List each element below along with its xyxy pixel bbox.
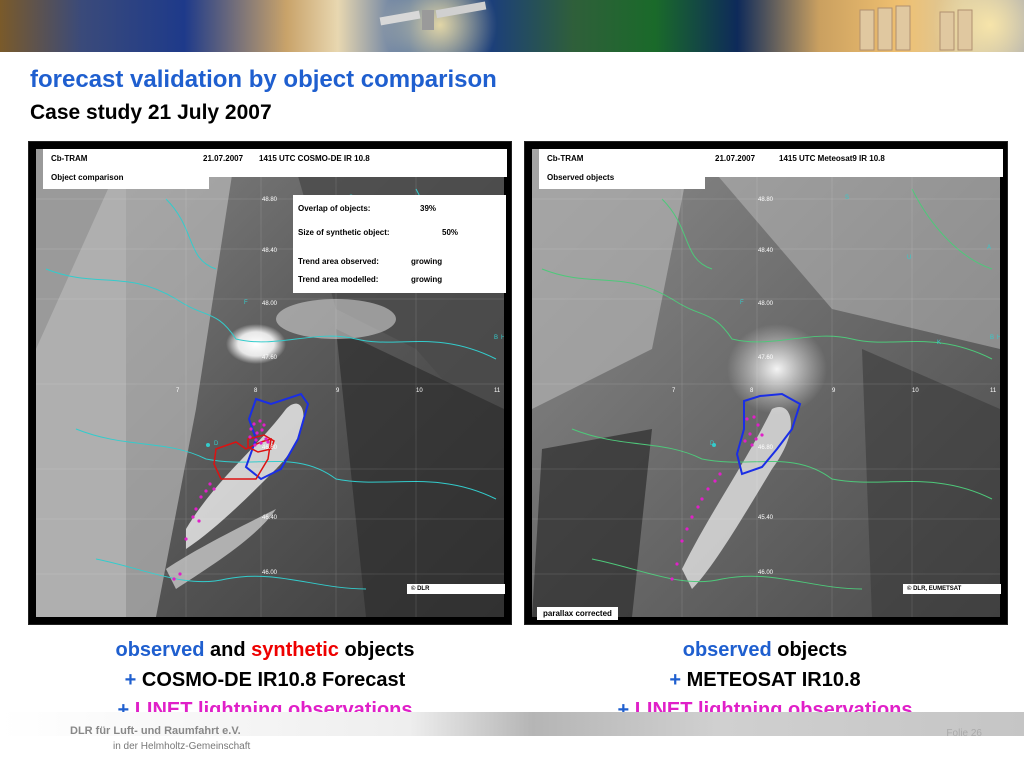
lat-label: 48.40 [262,248,278,254]
overlap-value: 39% [420,204,437,213]
page-subtitle: Case study 21 July 2007 [30,101,272,124]
lon-label: 9 [832,388,836,394]
right-caption-meteosat: METEOSAT IR10.8 [686,669,861,691]
city-letter: F [244,300,248,306]
lat-label: 48.00 [758,301,774,307]
left-caption-observed: observed [115,639,205,661]
lon-label: 8 [254,388,258,394]
city-letter: B [494,335,498,341]
size-label: Size of synthetic object: [298,228,390,237]
lat-label: 46.00 [262,570,278,576]
lat-label: 47.60 [758,355,774,361]
lat-label: 46.80 [758,445,774,451]
lat-label: 47.60 [262,355,278,361]
city-letter: U [907,255,911,261]
right-date: 21.07.2007 [715,154,756,163]
right-caption-objects: objects [777,639,848,661]
city-letter: K [937,340,941,346]
trend-observed-value: growing [411,257,443,266]
right-product-name: Cb-TRAM [547,154,584,163]
solar-panel-graphic [859,5,973,51]
right-caption-plus-2: + [617,699,630,721]
right-map-panel: 48.80 48.40 48.00 47.60 46.80 45.40 46.00 7 8 9 10… [524,141,1008,625]
left-panel-label: Object comparison [43,170,209,189]
left-caption-plus-1: + [124,669,137,691]
city-letter: S [845,195,849,201]
lat-label: 46.00 [758,570,774,576]
left-caption-objects: objects [344,639,415,661]
lon-label: 10 [912,388,919,394]
trend-observed-label: Trend area observed: [298,257,379,266]
left-caption-forecast: COSMO-DE IR10.8 Forecast [141,669,406,691]
city-letter: B [990,335,994,341]
lat-label: 46.80 [262,445,278,451]
lat-label: 46.40 [262,515,278,521]
lat-label: 48.80 [758,197,774,203]
lat-label: 48.00 [262,301,278,307]
city-letter: D [214,441,219,447]
lon-label: 11 [494,388,501,394]
city-letter: F [740,300,744,306]
meteosat-ir-image: 48.80 48.40 48.00 47.60 46.80 45.40 46.00 7 8 9 10… [532,149,1000,617]
left-date: 21.07.2007 [203,154,244,163]
left-time-source: 1415 UTC COSMO-DE IR 10.8 [259,154,370,163]
left-caption-synthetic: synthetic [251,639,339,661]
lat-label: 48.40 [758,248,774,254]
lon-label: 8 [750,388,754,394]
city-letter: HP [997,335,1000,341]
left-map-panel: 48.80 48.40 48.00 47.60 46.80 46.40 46.00 7 8 9 10… [28,141,512,625]
right-caption-plus-1: + [669,669,681,691]
right-copyright: © DLR, EUMETSAT [903,584,1001,594]
lon-label: 10 [416,388,423,394]
page-title: forecast validation by object comparison [30,66,497,93]
trend-modelled-label: Trend area modelled: [298,275,379,284]
lon-label: 11 [990,388,997,394]
right-panel-header: Cb-TRAM 21.07.2007 1415 UTC Meteosat9 IR… [539,149,1003,177]
footer-org: DLR für Luft- und Raumfahrt e.V. [70,725,241,737]
footer-helmholtz: in der Helmholtz-Gemeinschaft [113,741,251,752]
right-time-source: 1415 UTC Meteosat9 IR 10.8 [779,154,885,163]
lon-label: 7 [176,388,180,394]
left-copyright: © DLR [407,584,505,594]
lon-label: 7 [672,388,676,394]
left-caption-plus-2: + [117,699,130,721]
city-letter: A [987,245,991,251]
right-panel-label: Observed objects [539,170,705,189]
satellite-graphic [379,1,487,30]
left-caption-and: and [209,639,246,661]
city-letter: HP [501,335,504,341]
top-banner-image [0,0,1024,52]
left-product-name: Cb-TRAM [51,154,88,163]
trend-modelled-value: growing [411,275,443,284]
lat-label: 45.40 [758,515,774,521]
left-panel-header: Cb-TRAM 21.07.2007 1415 UTC COSMO-DE IR … [43,149,507,177]
comparison-stats-box: Overlap of objects: 39% Size of syntheti… [293,195,506,293]
parallax-note: parallax corrected [537,607,618,620]
lat-label: 48.80 [262,197,278,203]
size-value: 50% [442,228,459,237]
city-letter: D [710,441,715,447]
footer-strip [0,712,1024,736]
overlap-label: Overlap of objects: [298,204,371,213]
footer-page-number: Folie 26 [946,728,982,739]
lon-label: 9 [336,388,340,394]
right-caption-observed: observed [682,639,772,661]
